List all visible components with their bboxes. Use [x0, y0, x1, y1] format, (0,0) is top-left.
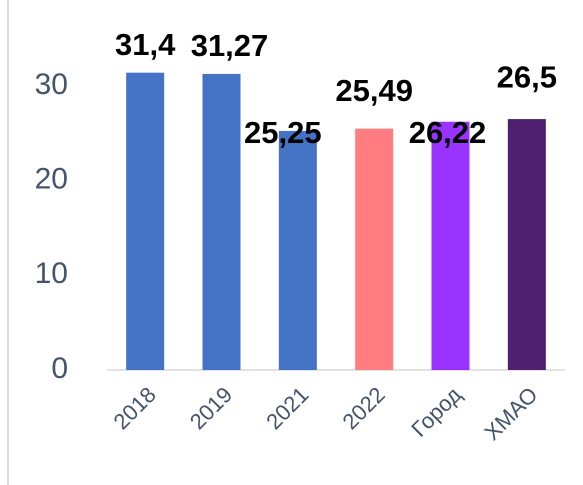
bar — [126, 72, 165, 370]
y-tick-label: 10 — [35, 257, 68, 290]
bar — [355, 128, 394, 370]
bar — [202, 73, 241, 370]
bar — [431, 121, 470, 370]
bar — [507, 119, 546, 370]
y-tick-label: 30 — [35, 68, 68, 101]
value-label: 26,5 — [497, 59, 557, 94]
value-label: 31,4 — [115, 27, 176, 62]
value-label: 26,22 — [409, 115, 487, 150]
value-label: 31,27 — [191, 28, 269, 63]
value-label: 25,49 — [335, 73, 413, 108]
y-tick-label: 0 — [51, 352, 68, 385]
y-tick-label: 20 — [35, 163, 68, 196]
value-label: 25,25 — [244, 115, 322, 150]
bar — [278, 130, 317, 370]
